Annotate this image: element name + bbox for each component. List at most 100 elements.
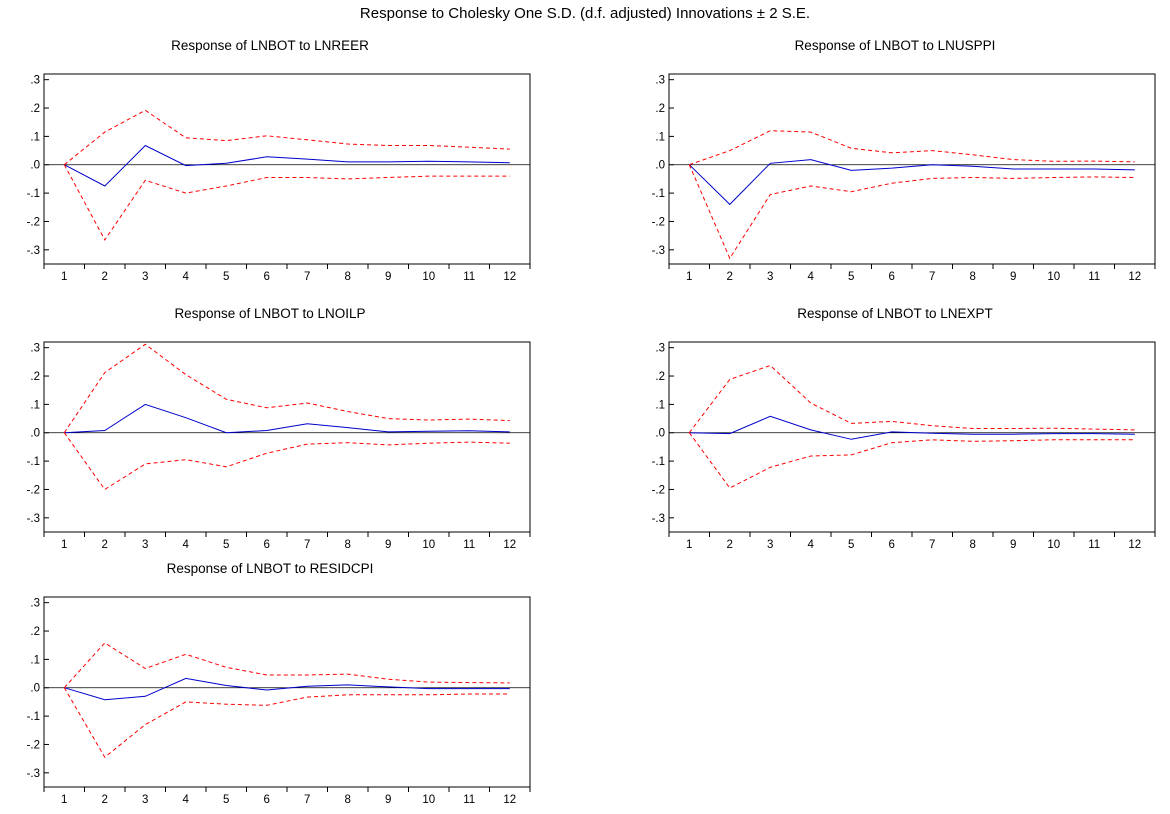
- x-tick-label: 3: [142, 271, 148, 283]
- lower-band-line: [63, 164, 510, 241]
- lower-band-line: [688, 164, 1135, 260]
- y-tick-label: .3: [30, 598, 40, 610]
- x-tick-label: 5: [848, 539, 854, 551]
- x-tick-label: 4: [183, 794, 190, 806]
- x-tick-label: 5: [223, 539, 229, 551]
- chart-plot: .3.2.1.0-.1-.2-.31 2 3 4 5 6 7 8 9 10 11 12: [652, 73, 1156, 283]
- y-tick-label: -.2: [27, 216, 40, 228]
- chart-title: Response of LNBOT to LNOILP: [174, 306, 366, 321]
- x-tick-label: 7: [304, 794, 310, 806]
- y-tick-label: .3: [30, 343, 40, 355]
- y-tick-label: .2: [30, 103, 40, 115]
- y-tick-label: .1: [30, 131, 40, 143]
- y-tick-label: -.2: [652, 484, 665, 496]
- upper-band-line: [689, 130, 1135, 166]
- plot-frame: [668, 341, 1156, 533]
- plot-frame: [43, 73, 531, 265]
- y-tick-label: .2: [30, 371, 40, 383]
- x-tick-label: 3: [767, 271, 773, 283]
- chart-plot: .3.2.1.0-.1-.2-.31 2 3 4 5 6 7 8 9 10 11 12: [652, 341, 1156, 551]
- chart-plot: .3.2.1.0-.1-.2-.31 2 3 4 5 6 7 8 9 10 11 12: [27, 341, 531, 551]
- x-tick-label: 9: [1010, 271, 1016, 283]
- y-tick-label: .0: [30, 160, 40, 172]
- x-tick-label: 10: [422, 271, 435, 283]
- chart-plot: .3.2.1.0-.1-.2-.31 2 3 4 5 6 7 8 9 10 11 12: [27, 73, 531, 283]
- x-tick-label: 3: [142, 794, 148, 806]
- y-tick-label: -.1: [27, 456, 40, 468]
- x-tick-label: 4: [808, 271, 815, 283]
- upper-band-line: [63, 109, 510, 166]
- lower-band-line: [63, 432, 510, 491]
- chart-plot: .3.2.1.0-.1-.2-.31 2 3 4 5 6 7 8 9 10 11 12: [27, 596, 531, 806]
- x-tick-label: 8: [970, 539, 976, 551]
- upper-band-line: [63, 343, 510, 433]
- x-tick-label: 11: [463, 271, 475, 283]
- y-tick-label: .1: [655, 131, 665, 143]
- x-tick-label: 12: [503, 539, 516, 551]
- x-tick-label: 10: [422, 539, 435, 551]
- x-tick-label: 12: [503, 794, 516, 806]
- x-tick-label: 2: [727, 271, 733, 283]
- x-tick-label: 3: [142, 539, 148, 551]
- y-tick-label: .2: [655, 371, 665, 383]
- x-tick-label: 11: [463, 539, 475, 551]
- x-tick-label: 2: [102, 539, 108, 551]
- y-tick-label: -.1: [27, 711, 40, 723]
- y-tick-label: .0: [655, 428, 665, 440]
- x-tick-label: 8: [970, 271, 976, 283]
- x-tick-label: 12: [1128, 271, 1141, 283]
- x-tick-label: 10: [1047, 539, 1060, 551]
- x-tick-label: 9: [385, 271, 391, 283]
- x-tick-label: 2: [102, 794, 108, 806]
- response-line: [688, 159, 1135, 206]
- x-tick-label: 6: [264, 794, 270, 806]
- x-tick-label: 1: [686, 539, 692, 551]
- x-tick-label: 3: [767, 539, 773, 551]
- x-tick-label: 10: [1047, 271, 1060, 283]
- x-tick-label: 8: [345, 539, 351, 551]
- x-tick-label: 7: [304, 271, 310, 283]
- plot-frame: [43, 596, 531, 788]
- y-tick-label: .3: [655, 75, 665, 87]
- y-tick-label: .1: [655, 399, 665, 411]
- x-tick-label: 1: [61, 794, 67, 806]
- response-line: [64, 677, 510, 701]
- x-tick-label: 7: [929, 271, 935, 283]
- x-tick-label: 12: [1128, 539, 1141, 551]
- chart-title: Response of LNBOT to LNEXPT: [797, 306, 993, 321]
- x-tick-label: 5: [223, 794, 229, 806]
- x-tick-label: 10: [422, 794, 435, 806]
- chart-panel-lnoilp: Response of LNBOT to LNOILP .3 .2 .1 .0 -.1 -…: [5, 306, 535, 556]
- y-tick-label: -.3: [27, 768, 40, 780]
- chart-panel-residcpi: Response of LNBOT to RESIDCPI .3 .2 .1 .0 -.…: [5, 561, 535, 811]
- x-tick-label: 1: [61, 271, 67, 283]
- y-tick-label: .2: [655, 103, 665, 115]
- x-tick-label: 5: [223, 271, 229, 283]
- y-tick-label: -.2: [27, 484, 40, 496]
- x-tick-label: 6: [889, 539, 895, 551]
- x-tick-label: 7: [929, 539, 935, 551]
- response-line: [689, 415, 1135, 440]
- x-tick-label: 1: [686, 271, 692, 283]
- y-tick-label: -.1: [27, 188, 40, 200]
- x-tick-label: 9: [1010, 539, 1016, 551]
- x-tick-label: 4: [808, 539, 815, 551]
- lower-band-line: [688, 432, 1135, 489]
- chart-title: Response of LNBOT to RESIDCPI: [166, 561, 374, 576]
- chart-title: Response of LNBOT to LNUSPPI: [794, 38, 996, 53]
- y-tick-label: .3: [30, 75, 40, 87]
- lower-band-line: [63, 687, 510, 758]
- x-tick-label: 8: [345, 271, 351, 283]
- x-tick-label: 4: [183, 539, 190, 551]
- y-tick-label: -.1: [652, 188, 665, 200]
- x-tick-label: 9: [385, 794, 391, 806]
- x-tick-label: 1: [61, 539, 67, 551]
- y-tick-label: -.2: [652, 216, 665, 228]
- y-tick-label: -.2: [27, 739, 40, 751]
- y-tick-label: .0: [30, 683, 40, 695]
- x-tick-label: 7: [304, 539, 310, 551]
- x-tick-label: 9: [385, 539, 391, 551]
- y-tick-label: .0: [655, 160, 665, 172]
- x-tick-label: 8: [345, 794, 351, 806]
- response-line: [64, 403, 510, 434]
